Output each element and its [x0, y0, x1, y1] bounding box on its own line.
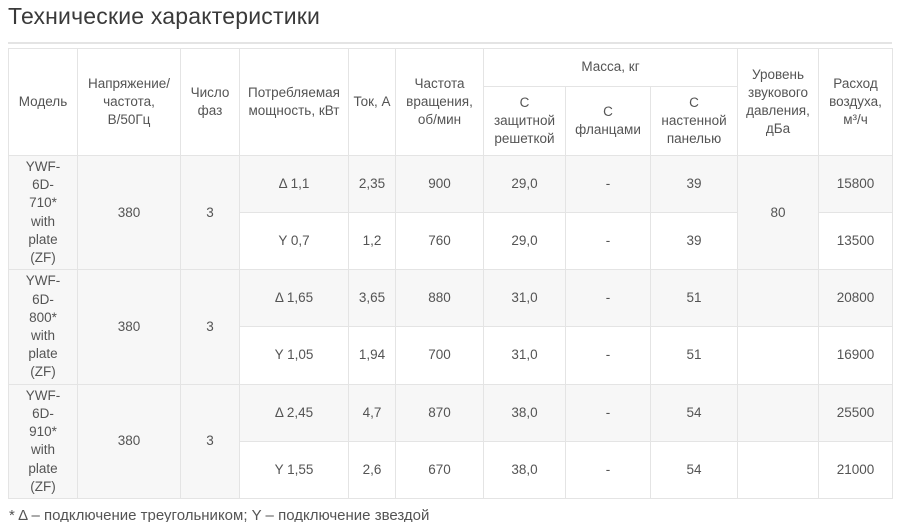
cell-mass-grid: 29,0 [483, 154, 566, 214]
cell-mass-panel: 39 [649, 212, 739, 271]
cell-noise [737, 326, 820, 385]
cell-airflow: 20800 [818, 269, 894, 328]
cell-model: YWF- 6D- 910* with plate (ZF) [8, 383, 78, 499]
cell-power: Δ 1,65 [239, 269, 349, 328]
cell-speed: 870 [395, 383, 484, 442]
cell-current: 2,6 [348, 440, 396, 499]
col-header-airflow: Расход воздуха, м³/ч [818, 48, 894, 156]
cell-current: 1,2 [348, 212, 396, 271]
cell-mass-flange: - [565, 269, 651, 328]
cell-speed: 880 [395, 269, 484, 328]
cell-noise [737, 383, 820, 442]
cell-mass-grid: 38,0 [483, 440, 566, 499]
cell-phases: 3 [180, 383, 240, 499]
cell-voltage: 380 [77, 154, 181, 271]
table-row: YWF- 6D- 800* with plate (ZF) 380 3 Δ 1,… [8, 269, 894, 385]
cell-mass-panel: 51 [649, 326, 739, 385]
cell-power: Y 1,05 [239, 326, 349, 385]
col-header-noise: Уровень звукового давления, дБа [737, 48, 820, 156]
cell-mass-grid: 31,0 [483, 326, 566, 385]
cell-model: YWF- 6D- 710* with plate (ZF) [8, 154, 78, 271]
cell-mass-panel: 54 [649, 440, 739, 499]
cell-mass-grid: 38,0 [483, 383, 566, 442]
cell-airflow: 15800 [818, 154, 894, 214]
cell-power: Y 0,7 [239, 212, 349, 271]
cell-noise: 80 [737, 154, 820, 271]
col-header-mass-grid: С защитной решеткой [483, 86, 566, 156]
cell-airflow: 21000 [818, 440, 894, 499]
cell-current: 2,35 [348, 154, 396, 214]
cell-mass-panel: 39 [649, 154, 739, 214]
specs-table: Модель Напряжение/частота, В/50Гц Число … [8, 48, 894, 499]
cell-mass-grid: 31,0 [483, 269, 566, 328]
cell-voltage: 380 [77, 269, 181, 385]
cell-model: YWF- 6D- 800* with plate (ZF) [8, 269, 78, 385]
cell-speed: 700 [395, 326, 484, 385]
cell-noise [737, 440, 820, 499]
table-row: YWF- 6D- 710* with plate (ZF) 380 3 Δ 1,… [8, 154, 894, 271]
cell-mass-panel: 54 [649, 383, 739, 442]
cell-power: Δ 1,1 [239, 154, 349, 214]
table-row: Y 0,7 1,2 760 29,0 - 39 13500 [9, 212, 894, 271]
col-header-phases: Число фаз [180, 48, 240, 156]
footnote: * Δ – подключение треугольником; Y – под… [9, 506, 430, 522]
cell-mass-flange: - [565, 212, 651, 271]
cell-speed: 670 [395, 440, 484, 499]
cell-phases: 3 [180, 269, 240, 385]
cell-current: 1,94 [348, 326, 396, 385]
col-header-model: Модель [8, 48, 78, 156]
table-row: YWF- 6D- 910* with plate (ZF) 380 3 Δ 2,… [8, 383, 894, 499]
cell-mass-panel: 51 [649, 269, 739, 328]
cell-current: 3,65 [348, 269, 396, 328]
cell-airflow: 13500 [818, 212, 894, 271]
section-divider [8, 42, 892, 44]
col-header-mass-group: Масса, кг [482, 48, 739, 87]
col-header-speed: Частота вращения, об/мин [395, 48, 484, 156]
cell-mass-flange: - [565, 383, 651, 442]
cell-mass-grid: 29,0 [483, 212, 566, 271]
cell-mass-flange: - [565, 154, 651, 214]
col-header-mass-panel: С настенной панелью [649, 86, 739, 156]
cell-power: Y 1,55 [239, 440, 349, 499]
col-header-mass-flange: С фланцами [565, 86, 651, 156]
cell-phases: 3 [180, 154, 240, 271]
cell-voltage: 380 [77, 383, 181, 499]
col-header-current: Ток, А [348, 48, 396, 156]
table-row: Y 1,55 2,6 670 38,0 - 54 21000 [9, 440, 894, 499]
cell-power: Δ 2,45 [239, 383, 349, 442]
col-header-voltage: Напряжение/частота, В/50Гц [77, 48, 181, 156]
cell-speed: 900 [395, 154, 484, 214]
col-header-power: Потребляемая мощность, кВт [239, 48, 349, 156]
page-title: Технические характеристики [8, 3, 321, 29]
cell-mass-flange: - [565, 326, 651, 385]
cell-noise [737, 269, 820, 328]
cell-airflow: 16900 [818, 326, 894, 385]
cell-mass-flange: - [565, 440, 651, 499]
cell-speed: 760 [395, 212, 484, 271]
cell-airflow: 25500 [818, 383, 894, 442]
cell-current: 4,7 [348, 383, 396, 442]
